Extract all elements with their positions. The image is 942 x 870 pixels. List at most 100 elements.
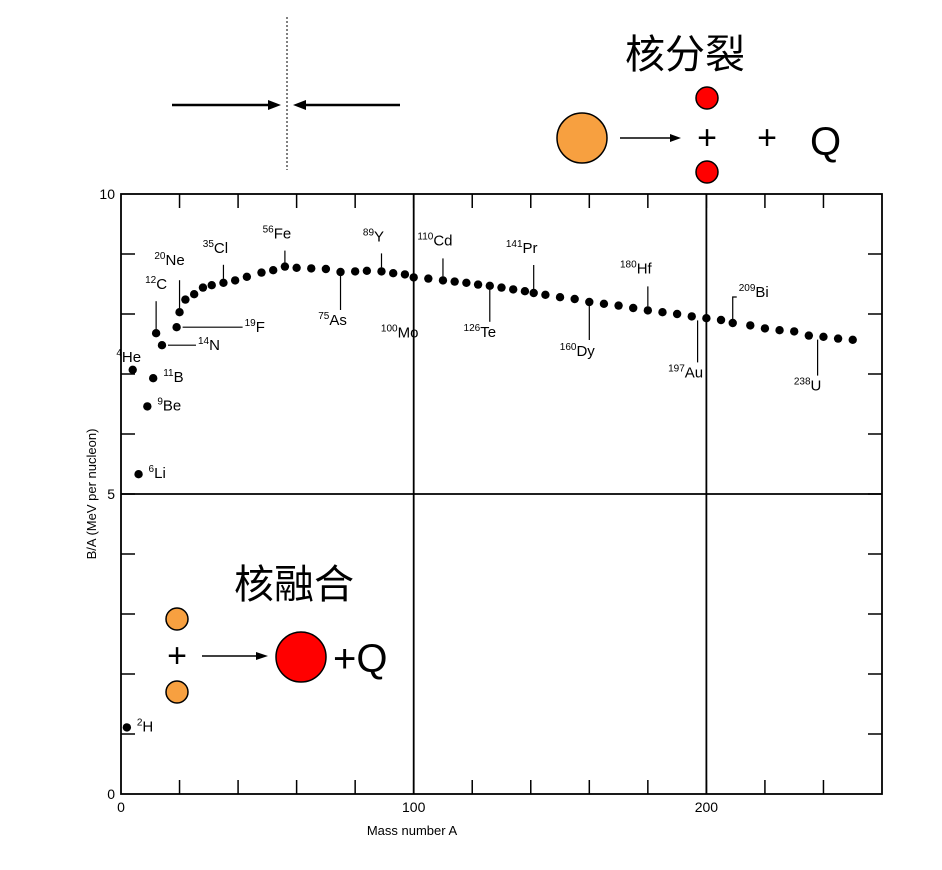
- data-point: [175, 308, 184, 317]
- data-point: [746, 321, 755, 330]
- data-point: [541, 290, 550, 299]
- data-point: [658, 308, 667, 317]
- data-point: [672, 309, 682, 319]
- data-point: [509, 285, 518, 294]
- isotope-label-2h: 2H: [137, 717, 153, 735]
- y-tick-label: 5: [107, 486, 115, 502]
- data-point: [172, 323, 181, 332]
- isotope-label-126te: 126Te: [464, 323, 497, 341]
- data-point: [128, 365, 137, 374]
- axis-ticks: [121, 194, 882, 794]
- data-point: [424, 274, 433, 283]
- data-point: [716, 315, 726, 325]
- data-point: [377, 267, 386, 276]
- isotope-label-56fe: 56Fe: [263, 225, 292, 243]
- right-pointing-arrowhead-icon: [268, 100, 281, 110]
- fusion-reactant-bottom: [165, 680, 189, 704]
- fission-plus-sign: +: [697, 119, 717, 157]
- isotope-label-180hf: 180Hf: [620, 259, 653, 277]
- isotope-label-4he: 4He: [116, 348, 141, 366]
- fusion-reactant-top: [165, 607, 189, 631]
- data-point: [400, 270, 410, 279]
- fission-parent-nucleus: [556, 112, 608, 164]
- data-point: [702, 314, 711, 323]
- data-point: [143, 402, 152, 411]
- fusion-q-label: +Q: [333, 637, 387, 681]
- data-point: [181, 295, 190, 304]
- data-point: [148, 374, 158, 383]
- data-point: [728, 318, 737, 328]
- fusion-plus-sign: +: [167, 637, 187, 675]
- x-tick-label: 200: [695, 799, 719, 815]
- data-point: [389, 269, 398, 278]
- annotation-leaders: [155, 250, 819, 376]
- leader-line-bi: [732, 296, 737, 319]
- y-tick-label: 10: [99, 186, 115, 202]
- isotope-label-11b: 11B: [163, 368, 183, 386]
- data-point: [321, 264, 331, 274]
- isotope-label-238u: 238U: [794, 377, 822, 395]
- y-tick-label: 0: [107, 786, 115, 802]
- data-point: [570, 294, 579, 304]
- data-point: [643, 306, 653, 315]
- data-point: [409, 273, 418, 282]
- left-pointing-arrowhead-icon: [293, 100, 306, 110]
- isotope-label-35cl: 35Cl: [203, 239, 228, 257]
- data-point: [462, 278, 471, 287]
- data-points: [122, 262, 857, 732]
- isotope-label-6li: 6Li: [149, 464, 166, 482]
- fission-illustration: 核分裂 + + Q: [556, 32, 841, 184]
- isotope-label-100mo: 100Mo: [381, 323, 419, 341]
- data-point: [336, 267, 345, 277]
- data-point: [687, 312, 696, 321]
- data-point: [789, 327, 799, 336]
- isotope-label-9be: 9Be: [157, 396, 181, 414]
- data-point: [804, 331, 814, 340]
- isotope-label-160dy: 160Dy: [560, 342, 596, 360]
- data-point: [848, 335, 857, 344]
- data-point: [362, 266, 372, 275]
- isotope-label-110cd: 110Cd: [417, 231, 452, 249]
- data-point: [219, 278, 228, 287]
- isotope-label-14n: 14N: [198, 336, 220, 354]
- peak-indicator: [172, 17, 400, 170]
- data-point: [207, 281, 216, 290]
- data-point: [134, 470, 143, 479]
- data-point: [280, 262, 290, 271]
- fusion-arrowhead-icon: [256, 652, 268, 660]
- data-point: [485, 281, 494, 290]
- isotope-label-12c: 12C: [145, 275, 167, 293]
- data-point: [473, 280, 483, 289]
- data-point: [350, 267, 360, 276]
- isotope-label-209bi: 209Bi: [739, 283, 769, 301]
- isotope-labels: 2H 6Li 9Be 11B 4He 14N 12C 19F 20Ne 35Cl 56Fe 75As 8…: [116, 225, 821, 736]
- fission-fragment-top: [695, 86, 719, 110]
- isotope-label-197au: 197Au: [668, 363, 703, 381]
- tick-labels: 0 100 200 0 5 10: [99, 186, 718, 815]
- y-axis-label: B/A (MeV per nucleon): [84, 429, 99, 560]
- fusion-illustration: 核融合 + +Q: [165, 562, 387, 704]
- data-point: [760, 324, 770, 333]
- data-point: [585, 297, 594, 307]
- data-point: [157, 341, 167, 350]
- fusion-title: 核融合: [234, 562, 354, 608]
- fission-q-label: Q: [810, 120, 841, 164]
- data-point: [307, 264, 316, 273]
- data-point: [529, 288, 538, 298]
- chart-area: 0 100 200 0 5 10 2H 6Li 9Be 11B 4He 14N 12C 19F 20Ne 3…: [84, 186, 883, 838]
- data-point: [775, 326, 784, 335]
- data-point: [230, 276, 240, 285]
- data-point: [819, 332, 828, 341]
- data-point: [438, 276, 448, 285]
- isotope-label-75as: 75As: [318, 311, 347, 329]
- data-point: [629, 303, 638, 313]
- data-point: [242, 272, 252, 281]
- data-point: [450, 277, 459, 286]
- x-tick-label: 100: [402, 799, 426, 815]
- data-point: [614, 301, 623, 310]
- data-point: [599, 299, 609, 308]
- fission-plus-sign-2: +: [757, 119, 777, 157]
- isotope-label-20ne: 20Ne: [154, 251, 184, 269]
- data-point: [189, 290, 199, 299]
